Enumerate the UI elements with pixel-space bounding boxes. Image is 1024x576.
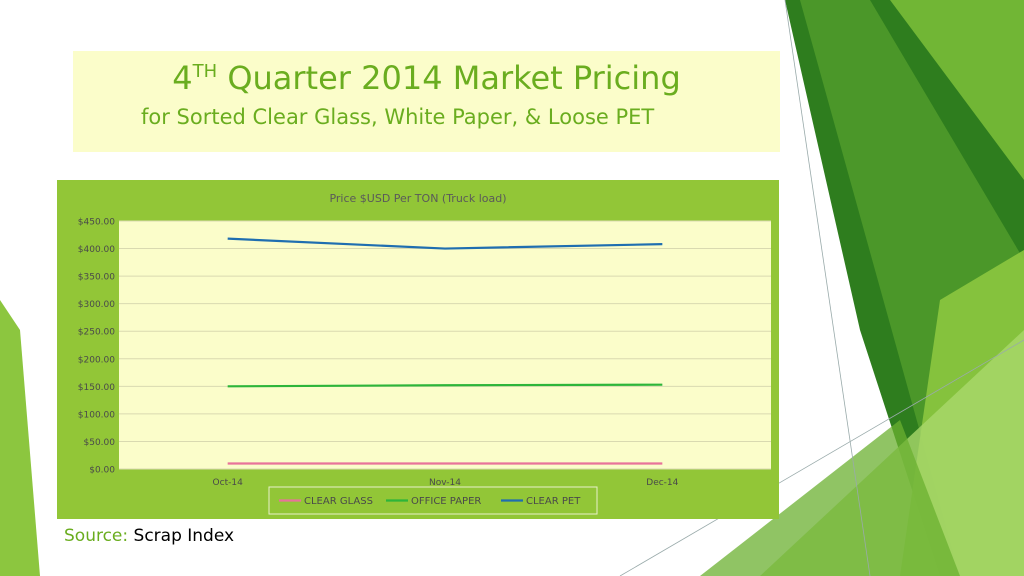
series-line-office-paper: [227, 383, 663, 388]
line-chart: Price $USD Per TON (Truck load) $0.00 $50.…: [78, 192, 771, 515]
legend-label: CLEAR GLASS: [304, 496, 373, 507]
title-text: Quarter 2014 Market Pricing: [217, 59, 681, 97]
y-tick-label: $150.00: [78, 383, 115, 393]
chart-title: Price $USD Per TON (Truck load): [329, 192, 506, 205]
y-tick-label: $50.00: [84, 438, 116, 448]
legend-label: CLEAR PET: [526, 496, 581, 507]
legend-box: [268, 486, 598, 515]
x-tick-label: Oct-14: [213, 478, 244, 488]
x-tick-label: Nov-14: [429, 478, 461, 488]
y-tick-label: $350.00: [78, 273, 115, 283]
title-superscript: TH: [192, 61, 218, 82]
y-tick-label: $300.00: [78, 300, 115, 310]
x-tick-label: Dec-14: [646, 478, 678, 488]
source-note: Source: Scrap Index: [64, 526, 234, 546]
title-box: 4TH Quarter 2014 Market Pricing for Sort…: [73, 51, 780, 152]
y-tick-label: $400.00: [78, 245, 115, 255]
y-tick-label: $0.00: [89, 466, 115, 476]
source-label: Source:: [64, 526, 129, 546]
legend-label: OFFICE PAPER: [411, 496, 481, 507]
series-line-clear-pet: [227, 237, 663, 250]
y-tick-label: $450.00: [78, 218, 115, 228]
slide-title: 4TH Quarter 2014 Market Pricing: [73, 59, 780, 97]
title-number: 4: [172, 59, 193, 97]
chart-container: Price $USD Per TON (Truck load) $0.00 $50.…: [57, 180, 779, 519]
plot-area: [119, 221, 771, 469]
y-tick-label: $250.00: [78, 328, 115, 338]
y-tick-label: $100.00: [78, 410, 115, 420]
source-value: Scrap Index: [133, 526, 235, 546]
slide-subtitle: for Sorted Clear Glass, White Paper, & L…: [141, 105, 655, 129]
y-tick-label: $200.00: [78, 355, 115, 365]
